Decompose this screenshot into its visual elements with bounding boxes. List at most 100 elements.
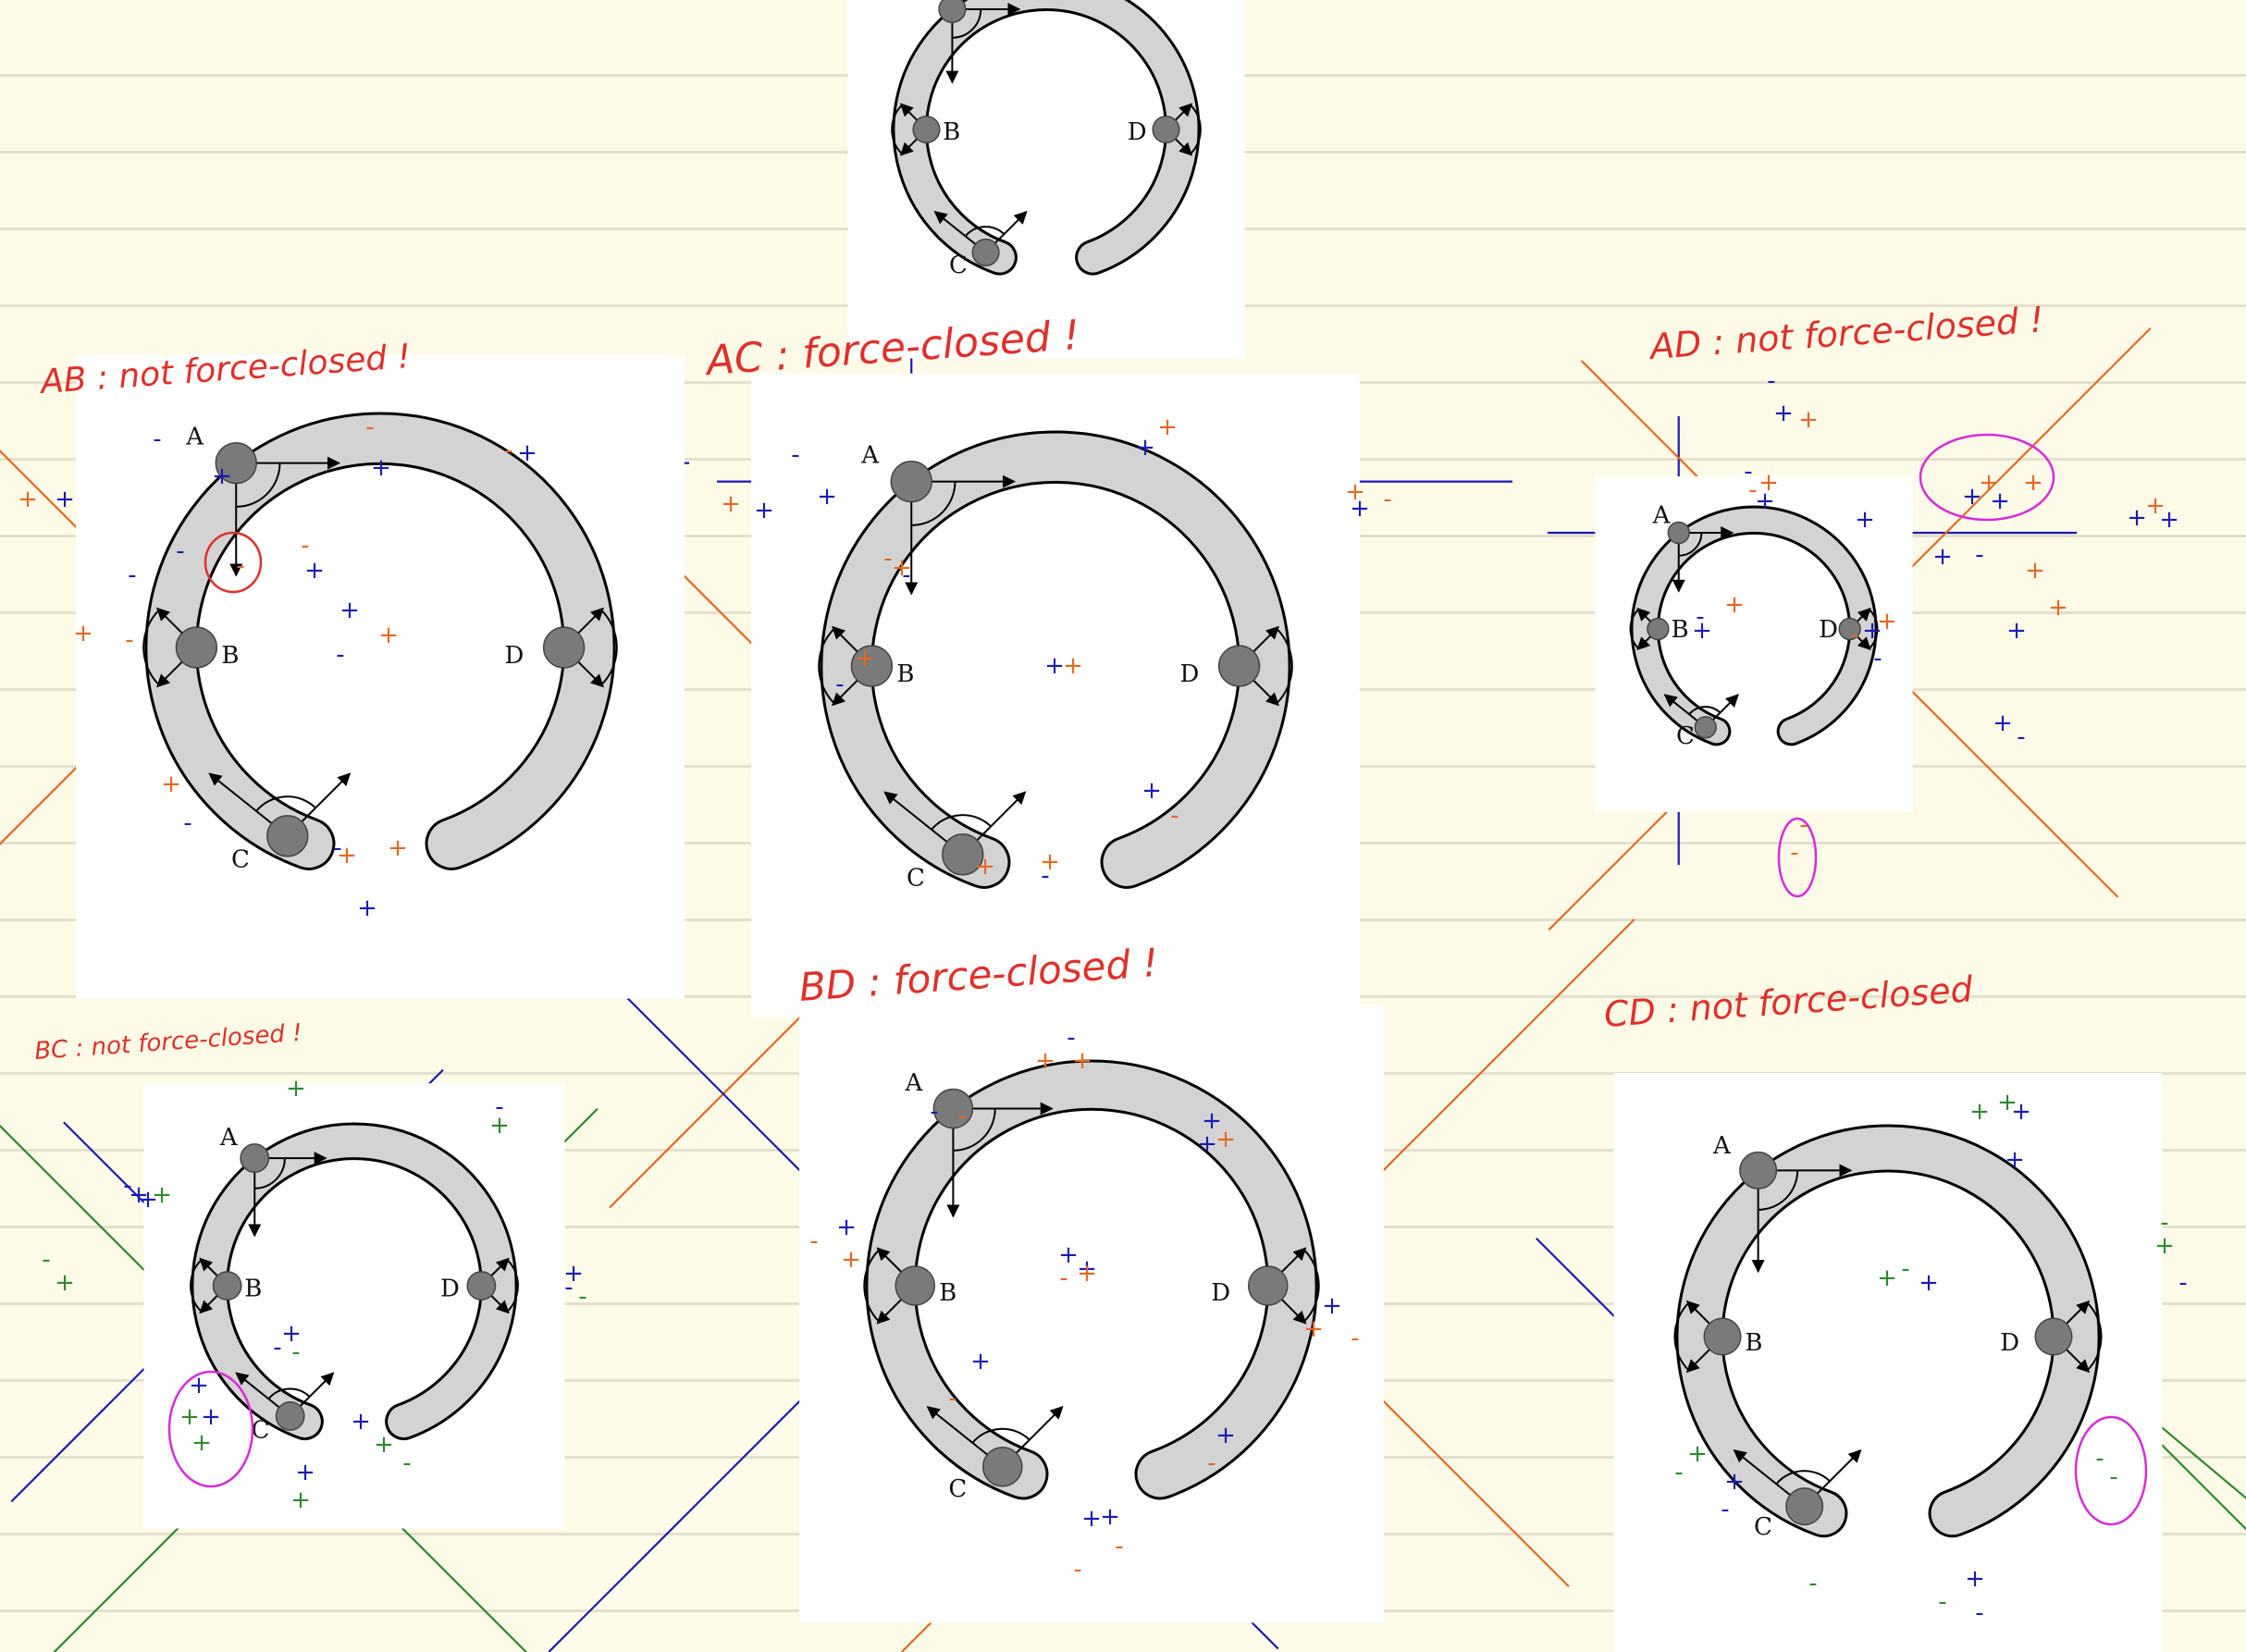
- contact-label-b: B: [1745, 1329, 1762, 1357]
- contact-point-b: [175, 626, 218, 669]
- cone-arc: [267, 1387, 311, 1399]
- plus-sign: +: [1035, 1047, 1055, 1075]
- contact-label-d: D: [505, 642, 524, 670]
- minus-sign: -: [1073, 1556, 1081, 1584]
- contact-label-b: B: [896, 660, 914, 688]
- plus-sign: +: [290, 1486, 311, 1514]
- contact-label-a: A: [919, 0, 938, 4]
- contact-label-d: D: [1180, 660, 1200, 688]
- minus-sign: -: [1938, 1588, 1946, 1616]
- contact-point-a: [938, 0, 967, 24]
- plus-sign: +: [855, 645, 875, 672]
- plus-sign: +: [388, 834, 408, 862]
- cone-arc: [1869, 609, 1879, 649]
- minus-sign: -: [957, 1103, 966, 1130]
- plus-sign: +: [970, 1348, 991, 1375]
- contact-point-d: [1247, 1265, 1289, 1306]
- cone-arc: [600, 609, 618, 686]
- plus-sign: +: [1135, 434, 1155, 462]
- minus-sign: -: [236, 552, 244, 580]
- cone-arc: [863, 1249, 881, 1323]
- plus-sign: +: [55, 1269, 75, 1297]
- gripper-cd: A B C D: [1613, 1073, 2163, 1652]
- contact-point-b: [212, 1271, 242, 1301]
- sign-marks: ++ +++++------+++++ +-----+ +++++----++++++…: [18, 367, 2188, 1627]
- minus-sign: -: [183, 809, 191, 837]
- minus-sign: -: [402, 1449, 411, 1477]
- highlight-circle: [2074, 1415, 2148, 1526]
- plus-sign: +: [563, 1260, 584, 1288]
- plus-sign: +: [189, 1372, 209, 1399]
- contact-label-d: D: [2000, 1329, 2019, 1357]
- plus-sign: +: [1919, 1269, 1939, 1297]
- minus-sign: -: [2109, 1463, 2117, 1491]
- plus-sign: +: [2023, 469, 2043, 497]
- minus-sign: -: [2095, 1445, 2104, 1473]
- minus-sign: -: [128, 561, 136, 589]
- gripper-bd: A B C D: [799, 1005, 1384, 1623]
- highlight-circle: [1919, 433, 2055, 522]
- cone-arc: [236, 462, 281, 508]
- plus-sign: +: [357, 894, 377, 922]
- highlight-circle: [204, 531, 263, 594]
- plus-sign: +: [2005, 1146, 2025, 1174]
- plus-sign: +: [1990, 487, 2010, 515]
- plus-sign: +: [1072, 1047, 1092, 1075]
- plus-sign: +: [1216, 1126, 1236, 1153]
- contact-label-b: B: [244, 1276, 262, 1303]
- cone-arc: [1629, 609, 1639, 649]
- contact-point-a: [1739, 1151, 1778, 1190]
- minus-sign: -: [1067, 1024, 1075, 1052]
- gripper-reference: A B C D: [847, 0, 1245, 359]
- plus-sign: +: [1216, 1422, 1236, 1449]
- contact-label-a: A: [1652, 501, 1672, 529]
- contact-point-c: [1694, 716, 1717, 739]
- minus-sign: -: [1799, 811, 1808, 839]
- minus-sign: -: [1767, 367, 1775, 395]
- cone-arc: [255, 795, 316, 812]
- gripper-ad: A B C D: [1595, 476, 1913, 812]
- plus-sign: +: [129, 1181, 149, 1209]
- minus-sign: -: [1975, 541, 1983, 569]
- plus-sign: +: [517, 439, 537, 467]
- plus-sign: +: [721, 490, 741, 518]
- plus-sign: +: [286, 1075, 306, 1103]
- contact-label-a: A: [185, 423, 204, 450]
- plus-sign: +: [378, 622, 399, 649]
- minus-sign: -: [1041, 862, 1049, 890]
- contact-label-d: D: [1819, 616, 1838, 644]
- plus-sign: +: [1979, 469, 1999, 497]
- contact-point-a: [240, 1143, 270, 1174]
- minus-sign: -: [835, 671, 844, 698]
- plus-sign: +: [1197, 1130, 1217, 1158]
- minus-sign: -: [504, 437, 512, 464]
- minus-sign: -: [495, 1093, 503, 1121]
- gripper-bc: A B C D: [143, 1083, 565, 1529]
- contact-point-d: [542, 626, 586, 669]
- contact-point-b: [912, 115, 941, 144]
- contact-point-d: [1838, 617, 1861, 641]
- plus-sign: +: [1345, 478, 1365, 506]
- highlight-circle: [167, 1370, 254, 1488]
- plus-sign: +: [1687, 1440, 1708, 1468]
- minus-sign: -: [1059, 1264, 1067, 1292]
- contact-point-a: [932, 1088, 974, 1129]
- contact-label-c: C: [948, 1475, 967, 1503]
- minus-sign: -: [1873, 645, 1882, 672]
- cone-arc: [953, 1108, 996, 1152]
- plus-sign: +: [191, 1429, 212, 1457]
- contact-point-b: [895, 1265, 936, 1306]
- contact-label-d: D: [1128, 118, 1147, 146]
- plus-sign: +: [304, 557, 325, 585]
- cone-arc: [1673, 1301, 1690, 1372]
- contact-label-c: C: [252, 1416, 270, 1444]
- plus-sign: +: [2154, 1232, 2175, 1260]
- cone-arc: [1775, 1470, 1831, 1485]
- minus-sign: -: [883, 545, 892, 573]
- minus-sign: -: [1207, 1449, 1216, 1477]
- cone-arc: [190, 1259, 203, 1313]
- plus-sign: +: [212, 462, 232, 490]
- minus-sign: -: [336, 641, 344, 669]
- contact-label-d: D: [1211, 1279, 1230, 1307]
